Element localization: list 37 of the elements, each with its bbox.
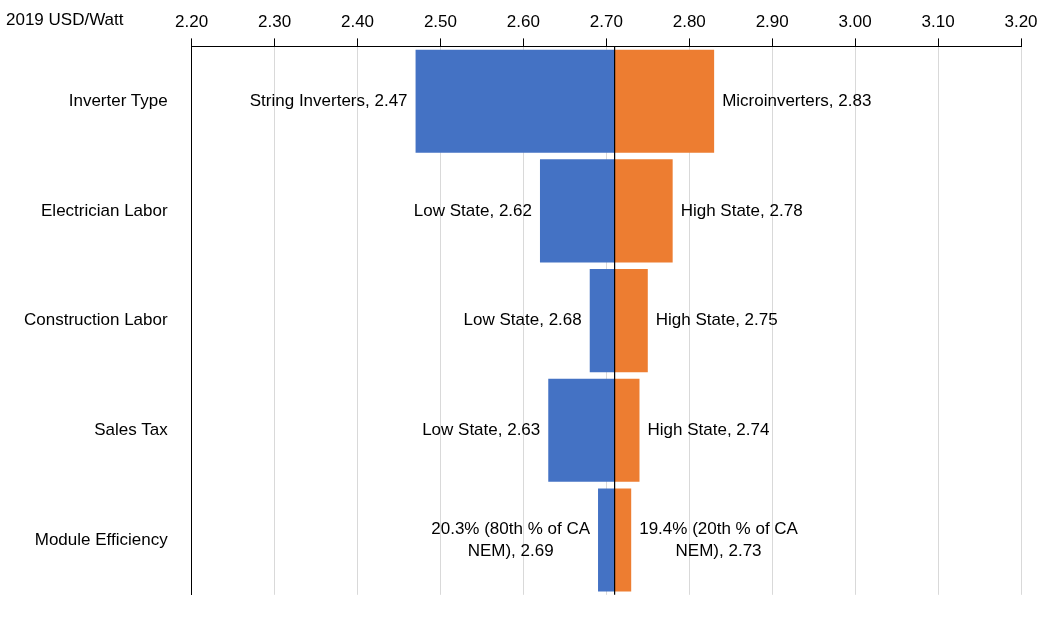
x-tick-label: 2.20 bbox=[175, 11, 209, 31]
bar bbox=[614, 49, 715, 153]
y-tick-label: Electrician Labor bbox=[41, 200, 168, 220]
bar bbox=[598, 488, 615, 592]
x-tick-label: 2.50 bbox=[423, 11, 457, 31]
bar bbox=[415, 49, 615, 153]
x-tick-label: 2.30 bbox=[258, 11, 292, 31]
data-label: Low State, 2.62 bbox=[413, 200, 532, 220]
data-label: Microinverters, 2.83 bbox=[722, 90, 872, 110]
bar bbox=[539, 159, 615, 263]
data-label: Low State, 2.68 bbox=[463, 310, 582, 330]
data-label: Low State, 2.63 bbox=[422, 419, 541, 439]
x-tick-label: 2.40 bbox=[340, 11, 375, 31]
bar bbox=[614, 159, 673, 263]
bar bbox=[614, 378, 640, 482]
x-axis-title: 2019 USD/Watt bbox=[6, 9, 124, 29]
x-tick-label: 3.20 bbox=[1004, 11, 1038, 31]
x-tick-label: 2.80 bbox=[672, 11, 706, 31]
bar bbox=[548, 378, 615, 482]
x-tick-label: 3.00 bbox=[838, 11, 872, 31]
annotation: 20.3% (80th % of CA NEM), 2.69 bbox=[431, 518, 591, 560]
bar bbox=[614, 269, 648, 373]
y-tick-label: Construction Labor bbox=[24, 310, 168, 330]
data-label: String Inverters, 2.47 bbox=[249, 90, 408, 110]
data-label: High State, 2.75 bbox=[655, 310, 778, 330]
x-tick-label: 2.60 bbox=[506, 11, 540, 31]
data-label: High State, 2.74 bbox=[647, 419, 770, 439]
y-tick-label: Sales Tax bbox=[94, 419, 169, 439]
y-tick-label: Inverter Type bbox=[68, 90, 168, 110]
x-tick-label: 3.10 bbox=[921, 11, 955, 31]
bar bbox=[614, 488, 632, 592]
annotation: 19.4% (20th % of CA NEM), 2.73 bbox=[639, 518, 799, 560]
bar bbox=[589, 269, 615, 373]
x-tick-label: 2.70 bbox=[589, 11, 623, 31]
x-tick-label: 2.90 bbox=[755, 11, 789, 31]
data-label: High State, 2.78 bbox=[680, 200, 803, 220]
y-tick-label: Module Efficiency bbox=[34, 529, 169, 549]
